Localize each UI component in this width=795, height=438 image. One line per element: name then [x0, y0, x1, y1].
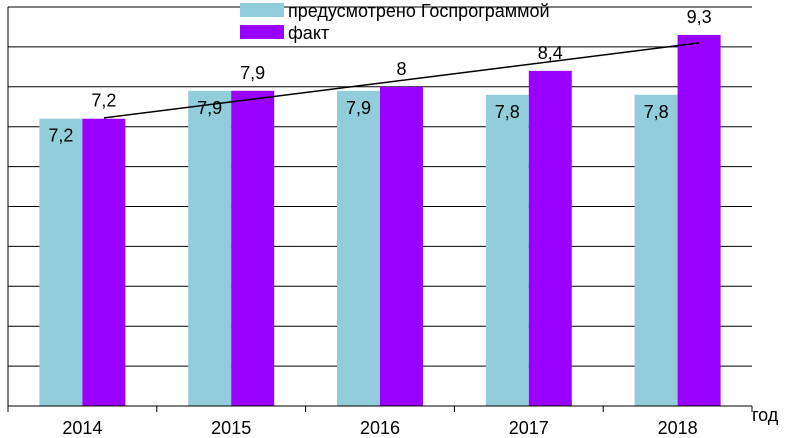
legend-label: факт: [288, 23, 329, 43]
x-tick-label: 2018: [658, 418, 698, 438]
bar-planned: [337, 90, 380, 406]
data-label-planned: 7,9: [346, 98, 371, 118]
data-label-planned: 7,8: [495, 102, 520, 122]
bar-actual: [528, 70, 572, 406]
x-tick-label: 2016: [360, 418, 400, 438]
data-label-actual: 8: [396, 59, 406, 79]
data-labels: 7,2 7,2 7,9 7,9 7,9 8 7,8 8,4 7,8 9,3: [48, 7, 711, 146]
data-label-actual: 7,2: [91, 91, 116, 111]
trendline: [103, 42, 700, 119]
bar-actual: [231, 90, 275, 406]
bar-actual: [677, 34, 721, 407]
x-tick-labels: 2014 2015 2016 2017 2018: [62, 418, 697, 438]
bar-planned: [485, 94, 529, 406]
legend-swatch: [240, 3, 284, 17]
x-tick-label: 2017: [509, 418, 549, 438]
trendline-actual: [103, 42, 700, 119]
x-tick-label: 2014: [62, 418, 102, 438]
bar-planned: [188, 90, 232, 406]
data-label-planned: 7,2: [48, 126, 73, 146]
bar-planned: [39, 118, 83, 406]
bar-actual: [82, 118, 126, 406]
data-label-actual: 9,3: [687, 7, 712, 27]
bar-actual: [380, 86, 423, 407]
data-label-actual: 8,4: [538, 43, 563, 63]
x-axis-label: год: [752, 405, 779, 425]
data-label-planned: 7,9: [197, 98, 222, 118]
bars: [39, 34, 721, 407]
legend-swatch: [240, 25, 284, 39]
bar-planned: [634, 94, 678, 406]
x-tick-label: 2015: [211, 418, 251, 438]
axes: [7, 7, 753, 412]
data-label-actual: 7,9: [240, 63, 265, 83]
legend-label: предусмотрено Госпрограммой: [288, 1, 550, 21]
data-label-planned: 7,8: [644, 102, 669, 122]
